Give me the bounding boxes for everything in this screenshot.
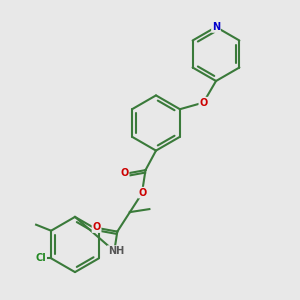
Text: N: N	[212, 22, 220, 32]
Text: O: O	[92, 222, 101, 232]
Text: Cl: Cl	[35, 253, 46, 263]
Text: O: O	[199, 98, 208, 108]
Text: O: O	[120, 168, 129, 178]
Text: O: O	[138, 188, 147, 198]
Text: NH: NH	[108, 246, 124, 256]
